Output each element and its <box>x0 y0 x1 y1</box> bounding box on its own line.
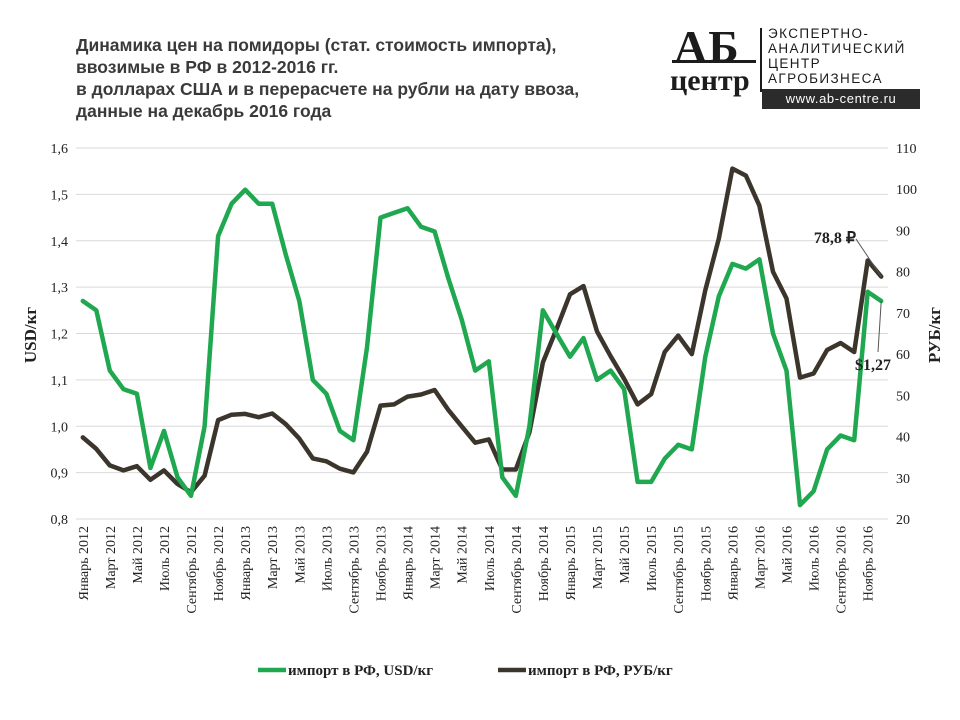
annotations: 78,8 ₽ $1,27 <box>814 230 891 374</box>
rub-series-line <box>80 166 884 495</box>
x-tick-label: Сентябрь 2016 <box>835 526 850 614</box>
x-tick-label: Март 2012 <box>104 526 119 589</box>
right-axis-title: РУБ/кг <box>925 307 944 363</box>
x-tick-label: Сентябрь 2015 <box>672 526 687 614</box>
x-tick-label: Май 2012 <box>131 526 146 584</box>
logo-text-line-1: ЭКСПЕРТНО- <box>768 26 870 41</box>
right-y-axis: 20 30 40 50 60 70 80 90 100 110 <box>896 142 917 528</box>
legend-usd-label: импорт в РФ, USD/кг <box>288 663 433 679</box>
x-tick-label: Май 2014 <box>456 526 471 584</box>
x-tick-label: Ноябрь 2014 <box>537 526 552 601</box>
logo-mark-top: АБ <box>674 21 740 72</box>
logo-underline <box>672 60 756 63</box>
x-tick-label: Май 2013 <box>293 526 308 584</box>
x-tick-label: Ноябрь 2013 <box>375 526 390 601</box>
left-y-axis: 0,8 0,9 1,0 1,1 1,2 1,3 1,4 1,5 1,6 <box>51 142 69 528</box>
x-tick-label: Июль 2015 <box>645 526 660 591</box>
left-axis-title: USD/кг <box>21 307 40 364</box>
logo-text-line-3: ЦЕНТР <box>768 56 821 71</box>
x-tick-label: Май 2015 <box>618 526 633 584</box>
left-tick-label: 1,2 <box>51 328 69 343</box>
right-tick-label: 110 <box>896 142 916 157</box>
legend-rub-label: импорт в РФ, РУБ/кг <box>528 663 673 679</box>
x-tick-label: Январь 2012 <box>77 526 92 600</box>
usd-annotation-leader <box>877 301 882 353</box>
left-tick-label: 1,6 <box>51 142 69 157</box>
x-tick-label: Сентябрь 2014 <box>510 526 525 614</box>
x-tick-label: Сентябрь 2012 <box>185 526 200 614</box>
x-tick-label: Июль 2014 <box>483 526 498 591</box>
left-tick-label: 0,9 <box>51 467 69 482</box>
x-tick-label: Январь 2014 <box>402 526 417 600</box>
right-tick-label: 40 <box>896 431 910 446</box>
logo-url: www.ab-centre.ru <box>762 89 920 109</box>
logo-text: ЭКСПЕРТНО- АНАЛИТИЧЕСКИЙ ЦЕНТР АГРОБИЗНЕ… <box>768 26 906 86</box>
chart-title: Динамика цен на помидоры (стат. стоимост… <box>76 34 636 122</box>
x-tick-label: Январь 2015 <box>564 526 579 600</box>
title-line-3: в долларах США и в перерасчете на рубли … <box>76 79 580 99</box>
x-tick-label: Июль 2012 <box>158 526 173 591</box>
x-tick-label: Март 2015 <box>591 526 606 589</box>
x-tick-label: Март 2016 <box>753 526 768 589</box>
logo-text-line-2: АНАЛИТИЧЕСКИЙ <box>768 41 906 56</box>
title-line-4: данные на декабрь 2016 года <box>76 101 332 121</box>
gridlines <box>76 147 888 520</box>
left-tick-label: 1,5 <box>51 188 69 203</box>
right-tick-label: 30 <box>896 472 910 487</box>
x-tick-label: Ноябрь 2016 <box>862 526 877 601</box>
rub-annotation-leader <box>855 238 882 277</box>
left-tick-label: 0,8 <box>51 513 69 528</box>
logo-text-line-4: АГРОБИЗНЕСА <box>768 71 883 86</box>
right-tick-label: 50 <box>896 389 910 404</box>
x-tick-label: Март 2013 <box>266 526 281 589</box>
x-tick-label: Март 2014 <box>429 526 444 589</box>
right-tick-label: 100 <box>896 183 917 198</box>
title-line-2: ввозимые в РФ в 2012-2016 гг. <box>76 57 339 77</box>
usd-last-value-label: $1,27 <box>855 357 891 374</box>
left-tick-label: 1,3 <box>51 281 69 296</box>
series-lines <box>80 166 884 508</box>
x-tick-label: Январь 2013 <box>239 526 254 600</box>
x-tick-label: Ноябрь 2015 <box>699 526 714 601</box>
logo-separator <box>760 28 762 92</box>
x-tick-label: Май 2016 <box>781 526 796 584</box>
rub-last-value-label: 78,8 ₽ <box>814 230 856 247</box>
right-tick-label: 60 <box>896 348 910 363</box>
x-tick-label: Июль 2016 <box>808 526 823 591</box>
x-tick-label: Июль 2013 <box>320 526 335 591</box>
logo-mark: АБ центр <box>668 21 760 97</box>
right-tick-label: 80 <box>896 266 910 281</box>
ab-centre-logo: АБ центр ЭКСПЕРТНО- АНАЛИТИЧЕСКИЙ ЦЕНТР … <box>668 21 922 109</box>
legend: импорт в РФ, USD/кг импорт в РФ, РУБ/кг <box>258 663 673 679</box>
title-line-1: Динамика цен на помидоры (стат. стоимост… <box>76 35 557 55</box>
left-tick-label: 1,0 <box>51 420 69 435</box>
right-tick-label: 20 <box>896 513 910 528</box>
right-tick-label: 70 <box>896 307 910 322</box>
x-tick-label: Январь 2016 <box>726 526 741 600</box>
x-axis: Январь 2012 Март 2012 Май 2012 Июль 2012 Сен… <box>77 526 877 614</box>
logo-mark-bottom: центр <box>670 64 750 97</box>
x-tick-label: Ноябрь 2012 <box>212 526 227 601</box>
left-tick-label: 1,1 <box>51 374 69 389</box>
right-tick-label: 90 <box>896 224 910 239</box>
x-tick-label: Сентябрь 2013 <box>347 526 362 614</box>
usd-series-line <box>80 187 884 508</box>
left-tick-label: 1,4 <box>51 235 69 250</box>
